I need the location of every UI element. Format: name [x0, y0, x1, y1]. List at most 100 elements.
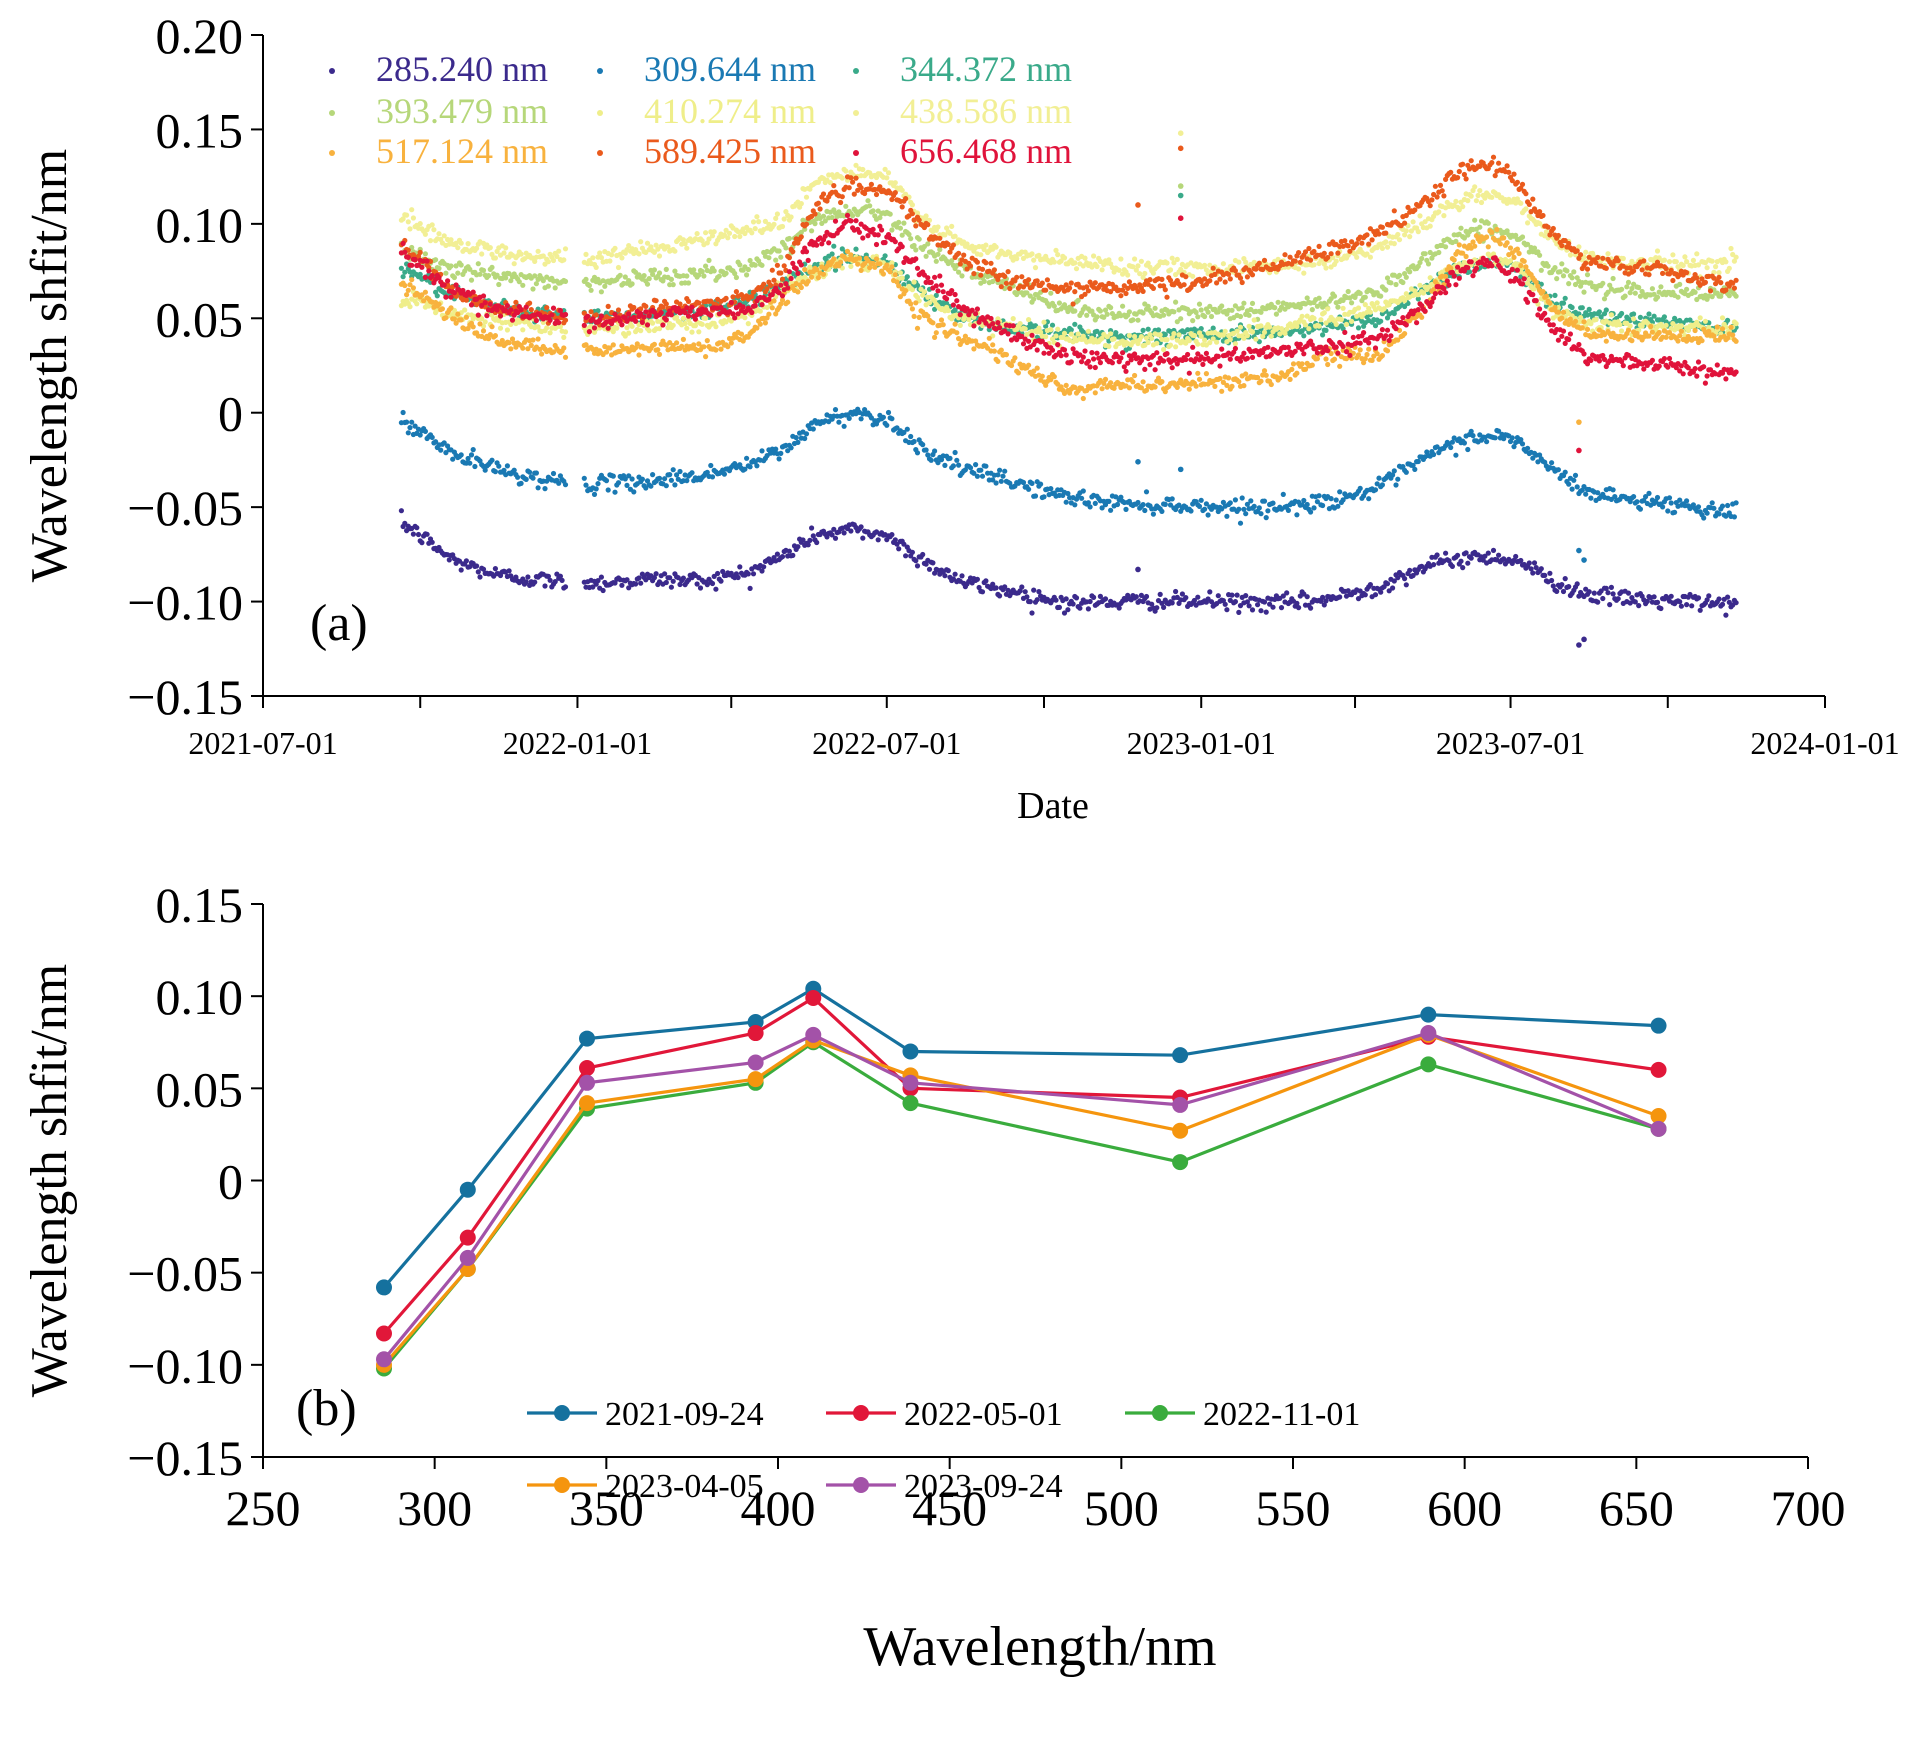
data-point	[1258, 608, 1264, 614]
x-tick-label: 2023-01-01	[1127, 725, 1276, 761]
data-point	[1407, 269, 1413, 275]
data-point	[1461, 440, 1467, 446]
data-point	[1704, 597, 1710, 603]
data-point	[626, 473, 632, 479]
data-point	[1678, 603, 1684, 609]
data-point	[1600, 280, 1606, 286]
data-point	[721, 471, 728, 477]
data-point	[889, 532, 895, 538]
data-point	[933, 292, 939, 298]
data-point	[974, 473, 981, 479]
data-point	[1651, 594, 1657, 600]
data-point	[1518, 437, 1524, 443]
data-point	[1631, 316, 1637, 322]
data-point	[1026, 317, 1032, 323]
data-point	[1162, 501, 1168, 507]
data-point	[417, 271, 423, 277]
data-point	[458, 240, 464, 246]
data-point	[1085, 500, 1091, 506]
data-point	[1518, 557, 1524, 564]
data-point	[1316, 323, 1322, 329]
data-point	[629, 476, 635, 482]
data-point	[518, 480, 524, 486]
data-point	[1190, 318, 1196, 324]
data-point	[1084, 312, 1090, 318]
data-point	[624, 482, 630, 488]
data-point	[1615, 596, 1621, 602]
data-point	[1694, 251, 1700, 257]
data-point	[1410, 219, 1416, 225]
data-point	[1108, 305, 1114, 311]
data-point	[1465, 446, 1471, 453]
data-point	[1236, 609, 1242, 616]
data-point	[629, 281, 635, 287]
data-point	[402, 520, 408, 526]
data-point	[757, 321, 763, 327]
data-point	[1275, 299, 1281, 305]
data-point	[1191, 332, 1197, 339]
data-point	[1661, 314, 1667, 320]
data-point	[1366, 496, 1372, 502]
data-point	[590, 255, 596, 261]
data-point	[1610, 275, 1616, 282]
data-point	[1670, 252, 1676, 258]
data-point	[1390, 472, 1396, 478]
data-point	[779, 554, 786, 560]
data-point	[1378, 293, 1384, 299]
data-point	[415, 531, 422, 538]
data-point	[1082, 255, 1088, 261]
data-point	[1583, 491, 1589, 497]
data-point	[1733, 293, 1739, 299]
data-point	[1583, 249, 1589, 255]
data-point	[429, 222, 435, 228]
data-point	[1678, 323, 1684, 329]
data-point	[839, 175, 845, 181]
data-point	[533, 470, 540, 476]
data-point	[1569, 486, 1575, 492]
data-point	[932, 448, 938, 454]
data-point	[1106, 498, 1112, 504]
data-point	[501, 467, 507, 473]
data-point	[1526, 560, 1532, 566]
y-tick-label: 0	[218, 386, 243, 442]
data-point	[1340, 305, 1346, 311]
data-point	[1263, 609, 1269, 615]
data-point	[597, 250, 603, 256]
data-point	[1251, 503, 1257, 509]
data-point	[820, 213, 827, 219]
data-point	[1205, 309, 1211, 315]
data-point	[1595, 490, 1601, 496]
data-point	[920, 442, 926, 448]
data-point	[949, 223, 955, 229]
data-point	[1472, 184, 1478, 190]
data-point	[1273, 311, 1279, 317]
data-point	[1379, 245, 1385, 251]
data-point	[848, 528, 854, 534]
data-point	[1362, 592, 1368, 598]
data-point	[846, 415, 852, 421]
data-point	[1227, 500, 1233, 506]
data-point	[1072, 502, 1078, 508]
data-point	[1603, 585, 1609, 592]
data-point	[1653, 498, 1659, 504]
data-point	[455, 270, 461, 276]
data-point	[1531, 560, 1538, 566]
data-point	[1308, 509, 1314, 515]
data-point	[1331, 293, 1338, 299]
data-point	[1443, 244, 1449, 250]
data-point	[1549, 460, 1555, 466]
data-point	[474, 563, 480, 569]
data-point	[983, 578, 989, 584]
data-point	[462, 307, 468, 313]
data-point	[689, 470, 695, 476]
data-point	[1560, 588, 1567, 595]
data-point	[892, 180, 898, 186]
data-point	[547, 577, 553, 583]
data-point	[1143, 593, 1150, 600]
data-point	[668, 584, 675, 590]
data-point	[1697, 315, 1703, 321]
data-point	[1142, 507, 1148, 514]
x-tick-label: 2024-01-01	[1750, 725, 1899, 761]
data-point	[1138, 592, 1144, 599]
data-point	[1202, 337, 1208, 343]
